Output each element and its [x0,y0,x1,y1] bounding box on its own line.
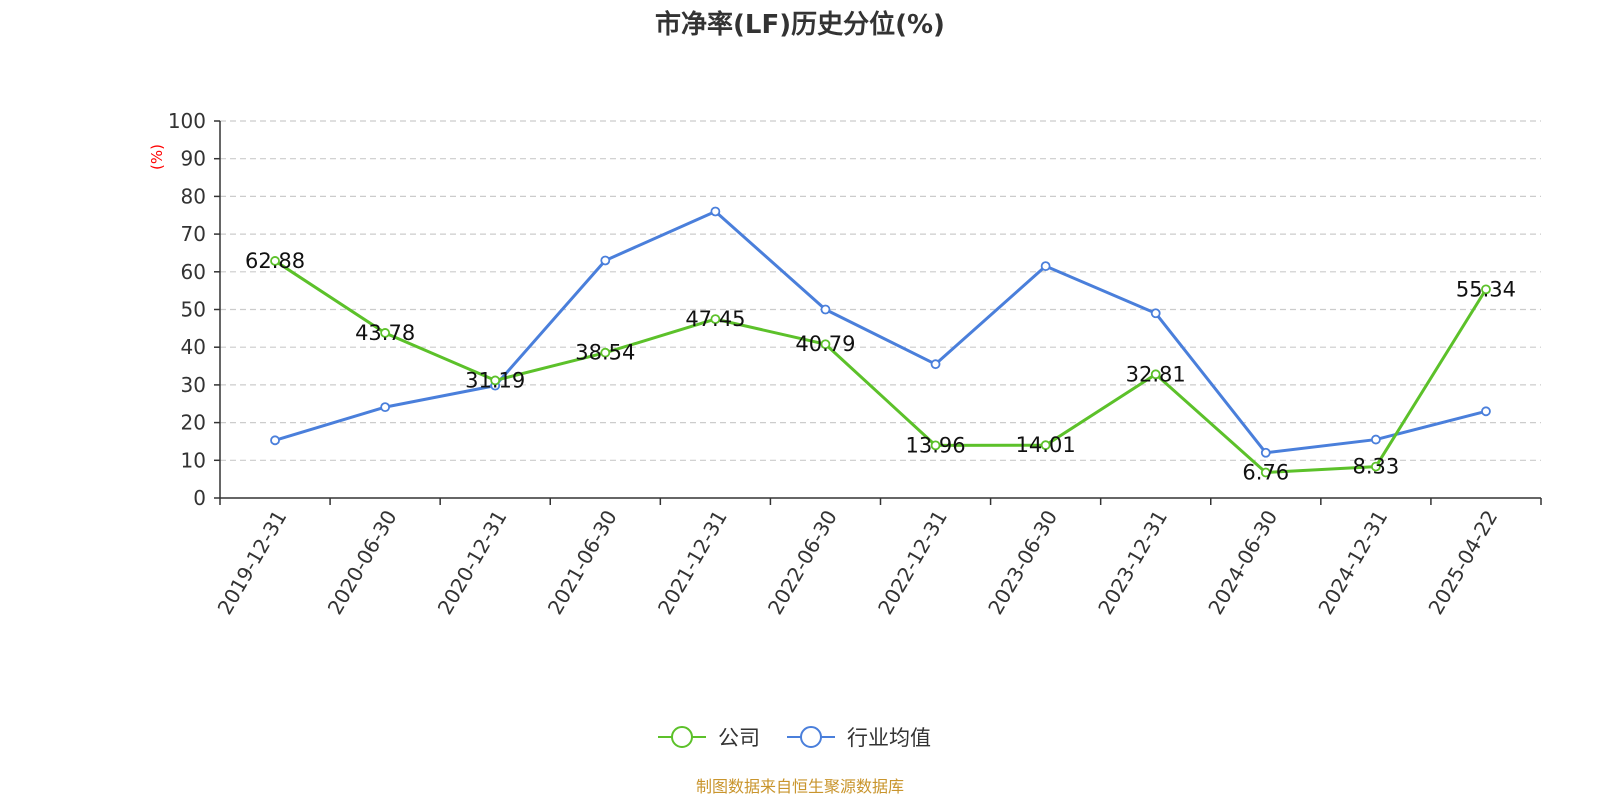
legend-label: 行业均值 [847,726,931,750]
x-tick-label: 2023-06-30 [983,506,1062,619]
data-point [930,440,941,451]
data-point [490,375,501,386]
x-tick-label: 2022-12-31 [873,506,952,619]
data-point [600,255,611,266]
series-layer [270,206,1491,478]
data-point [1040,440,1051,451]
x-tick-label: 2024-12-31 [1313,506,1392,619]
data-label: 31.19 [465,368,525,392]
data-label: 43.78 [355,321,415,345]
data-point [1370,461,1381,472]
data-label: 55.34 [1456,277,1516,301]
x-tick-label: 2021-12-31 [653,506,732,619]
legend-marker-icon [671,726,693,748]
data-point [710,206,721,217]
data-label: 38.54 [575,341,635,365]
data-point [1260,447,1271,458]
data-point [1481,406,1491,417]
x-tick-label: 2020-12-31 [433,506,512,619]
x-tick-label: 2020-06-30 [323,506,402,619]
data-point [710,314,721,325]
y-tick-label: 0 [193,486,206,510]
y-tick-label: 30 [181,373,206,397]
series-company [270,256,1491,478]
data-label: 13.96 [905,433,965,457]
y-tick-label: 90 [181,147,206,171]
y-tick-label: 70 [181,222,206,246]
data-labels: 62.88 43.78 31.19 38.54 47.45 40.79 13.96 14.01… [245,249,1516,485]
data-label: 6.76 [1242,461,1289,485]
legend-item-company[interactable]: 公司 [658,726,760,750]
gridlines [220,120,1541,461]
data-point [820,304,831,315]
data-point [270,435,280,446]
data-point [930,359,941,370]
series-line [274,259,1488,475]
data-label: 8.33 [1352,455,1399,479]
y-tick-label: 10 [181,448,206,472]
data-label: 62.88 [245,249,305,273]
data-label: 32.81 [1126,362,1186,386]
legend-marker-icon [800,726,822,748]
x-tick-label: 2019-12-31 [213,506,292,619]
data-point [1040,261,1051,272]
series-industry-average [270,206,1491,458]
x-tick-label: 2025-04-22 [1423,506,1502,619]
y-axis-unit: (%) [148,144,166,170]
y-tick-label: 50 [181,298,206,322]
source-note: 制图数据来自恒生聚源数据库 [696,777,904,796]
data-label: 14.01 [1016,433,1076,457]
series-line [274,209,1487,455]
data-point [820,339,831,350]
data-point [380,328,391,338]
data-point [1260,467,1271,478]
data-point [1481,284,1491,295]
legend[interactable]: 公司 行业均值 [658,726,931,750]
x-tick-label: 2023-12-31 [1093,506,1172,619]
data-point [1370,434,1381,445]
data-label: 47.45 [685,307,745,331]
chart-title: 市净率(LF)历史分位(%) [655,9,945,40]
y-tick-label: 80 [181,184,206,208]
x-tick-label: 2021-06-30 [543,506,622,619]
data-label: 40.79 [795,332,855,356]
x-tick-label: 2024-06-30 [1203,506,1282,619]
legend-item-industry-average[interactable]: 行业均值 [787,726,931,750]
y-tick-label: 40 [181,335,206,359]
y-tick-label: 20 [181,411,206,435]
y-tick-label: 100 [168,109,206,133]
legend-label: 公司 [718,726,760,750]
data-point [380,402,391,413]
data-point [1150,369,1161,380]
data-point [270,256,280,266]
x-tick-label: 2022-06-30 [763,506,842,619]
y-tick-label: 60 [181,260,206,284]
data-point [1150,308,1161,319]
data-point [600,347,611,358]
axes: 0 10 20 30 40 50 60 70 80 90 100 2019-12-31 2020-06-… [168,109,1542,619]
